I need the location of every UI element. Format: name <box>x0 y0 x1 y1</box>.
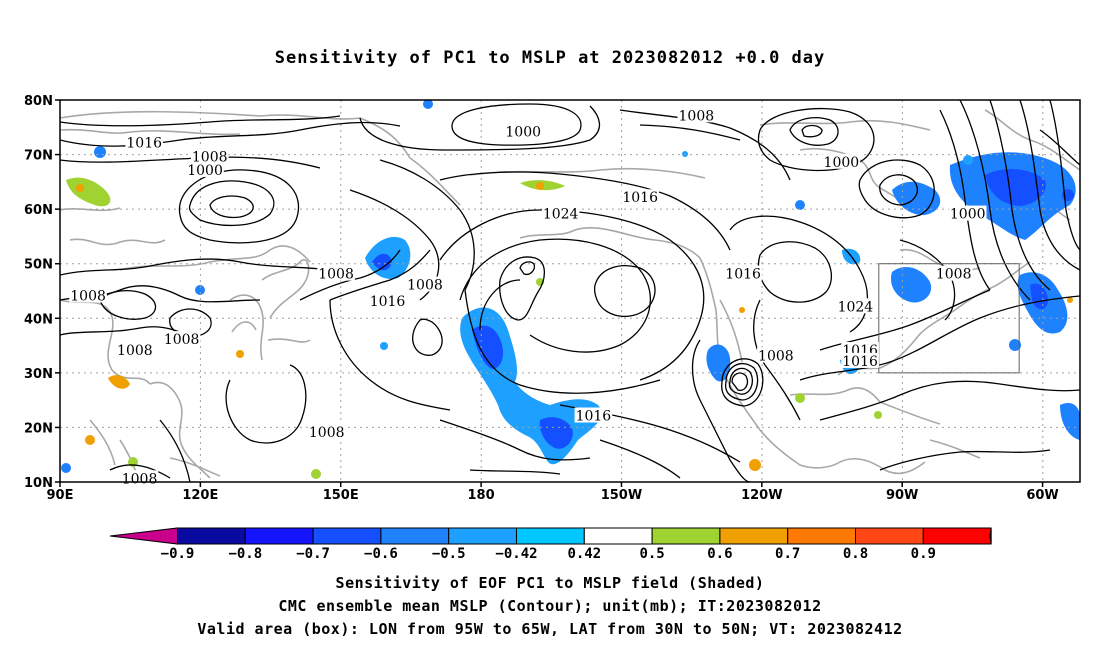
isobar-label-bg <box>677 107 716 123</box>
isobar-label-bg <box>948 205 987 221</box>
longitude-axis: 90E 120E 150E 180 150W 120W 90W 60W <box>47 482 1059 503</box>
colorbar-segment <box>719 527 789 545</box>
isobar-label: 1016 <box>842 354 878 370</box>
colorbar-low-arrow <box>109 527 178 545</box>
lat-label: 10N <box>24 476 53 491</box>
isobar-label-bg <box>724 265 762 281</box>
colorbar-segment <box>177 527 246 545</box>
colorbar-label: −0.9 <box>161 546 195 562</box>
isobar-label: 1008 <box>758 348 794 364</box>
isobar-label-bg <box>836 298 875 314</box>
isobar-label-bg <box>162 331 201 347</box>
isobar-label-bg <box>822 153 861 169</box>
isobar-label-bg <box>757 347 795 363</box>
colorbar-segment <box>583 527 653 545</box>
isobar-label: 1008 <box>936 267 972 283</box>
colorbar-segment <box>380 527 450 545</box>
isobar-label-bg <box>841 352 879 368</box>
lon-label: 180 <box>468 488 495 503</box>
isobar-label-bg <box>69 287 107 303</box>
isobar-label: 1008 <box>70 288 106 304</box>
lon-label: 60W <box>1026 488 1058 503</box>
lat-label: 80N <box>24 94 53 109</box>
isobar-label-bg <box>317 265 355 281</box>
isobar-label-bg <box>504 123 543 139</box>
colorbar-label: 0.42 <box>567 546 601 562</box>
colorbar-label: −0.42 <box>495 546 537 562</box>
lat-label: 20N <box>24 421 53 436</box>
lat-label: 70N <box>24 149 53 164</box>
colorbar: −0.9 −0.8 −0.7 −0.6 −0.5 −0.42 0.42 0.5 0.6 0.7 0.… <box>109 527 992 562</box>
lon-label: 90E <box>47 488 74 503</box>
latitude-axis: 80N 70N 60N 50N 40N 30N 20N 10N <box>24 94 60 491</box>
lon-label: 150W <box>601 488 642 503</box>
isobar-label-bg <box>125 134 164 150</box>
caption-contour: CMC ensemble mean MSLP (Contour); unit(m… <box>278 597 822 615</box>
colorbar-label: 0.6 <box>707 546 732 562</box>
isobar-label: 1008 <box>407 278 443 294</box>
colorbar-segment <box>448 527 518 545</box>
isobar-label-bg <box>541 205 580 221</box>
isobar-label: 1008 <box>164 332 200 348</box>
colorbar-label: 0.7 <box>775 546 800 562</box>
caption-shaded: Sensitivity of EOF PC1 to MSLP field (Sh… <box>335 574 765 592</box>
lat-label: 50N <box>24 258 53 273</box>
isobar-label-bg <box>406 276 444 292</box>
isobar-label-bg <box>190 148 229 164</box>
valid-area-box <box>878 263 1020 374</box>
lat-label: 40N <box>24 312 53 327</box>
isobar-label: 1016 <box>725 267 761 283</box>
isobar-label-bg <box>186 161 224 177</box>
colorbar-high-arrow <box>989 527 992 545</box>
lon-label: 90W <box>886 488 918 503</box>
isobar-label-bg <box>307 423 346 439</box>
colorbar-label: −0.7 <box>296 546 330 562</box>
sensitivity-shading <box>61 100 1080 479</box>
colorbar-label: −0.8 <box>228 546 262 562</box>
colorbar-segment <box>922 527 992 545</box>
isobar-label: 1000 <box>505 125 541 141</box>
isobar-label: 1008 <box>192 149 228 165</box>
colorbar-segment <box>244 527 314 545</box>
colorbar-label: 0.8 <box>843 546 868 562</box>
isobar-label: 1024 <box>543 207 579 223</box>
colorbar-segment <box>516 527 585 545</box>
lon-label: 120E <box>182 488 218 503</box>
isobar-label: 1000 <box>950 207 986 223</box>
isobar-label: 1000 <box>824 155 860 171</box>
map-frame <box>59 99 1081 483</box>
colorbar-label: −0.6 <box>364 546 398 562</box>
isobar-label: 1016 <box>370 294 406 310</box>
isobar-label-bg <box>116 342 154 358</box>
isobar-label-bg <box>934 265 973 281</box>
isobar-label: 1016 <box>126 136 162 152</box>
colorbar-label: 0.9 <box>911 546 936 562</box>
colorbar-segment <box>651 527 721 545</box>
lat-label: 30N <box>24 367 53 382</box>
chart-title: Sensitivity of PC1 to MSLP at 2023082012… <box>274 48 826 68</box>
isobar-label: 1016 <box>622 190 658 206</box>
isobar-label-bg <box>621 189 659 205</box>
colorbar-segment <box>787 527 857 545</box>
isobar-label-bg <box>574 407 613 423</box>
caption-valid-area: Valid area (box): LON from 95W to 65W, L… <box>197 620 903 638</box>
lon-label: 150E <box>323 488 359 503</box>
isobar-label: 1008 <box>679 108 715 124</box>
colorbar-segment <box>312 527 382 545</box>
isobar-label: 1000 <box>187 163 223 179</box>
isobar-label: 1008 <box>117 343 153 359</box>
isobar-label: 1008 <box>122 471 158 487</box>
colorbar-label: −0.5 <box>432 546 466 562</box>
isobar-label: 1016 <box>576 409 612 425</box>
isobar-label: 1024 <box>838 299 874 315</box>
colorbar-segment <box>855 527 924 545</box>
lat-label: 60N <box>24 203 53 218</box>
isobar-label-bg <box>368 292 407 308</box>
isobar-label: 1008 <box>318 267 354 283</box>
isobar-label: 1008 <box>309 425 345 441</box>
lon-label: 120W <box>741 488 782 503</box>
colorbar-label: 0.5 <box>639 546 664 562</box>
